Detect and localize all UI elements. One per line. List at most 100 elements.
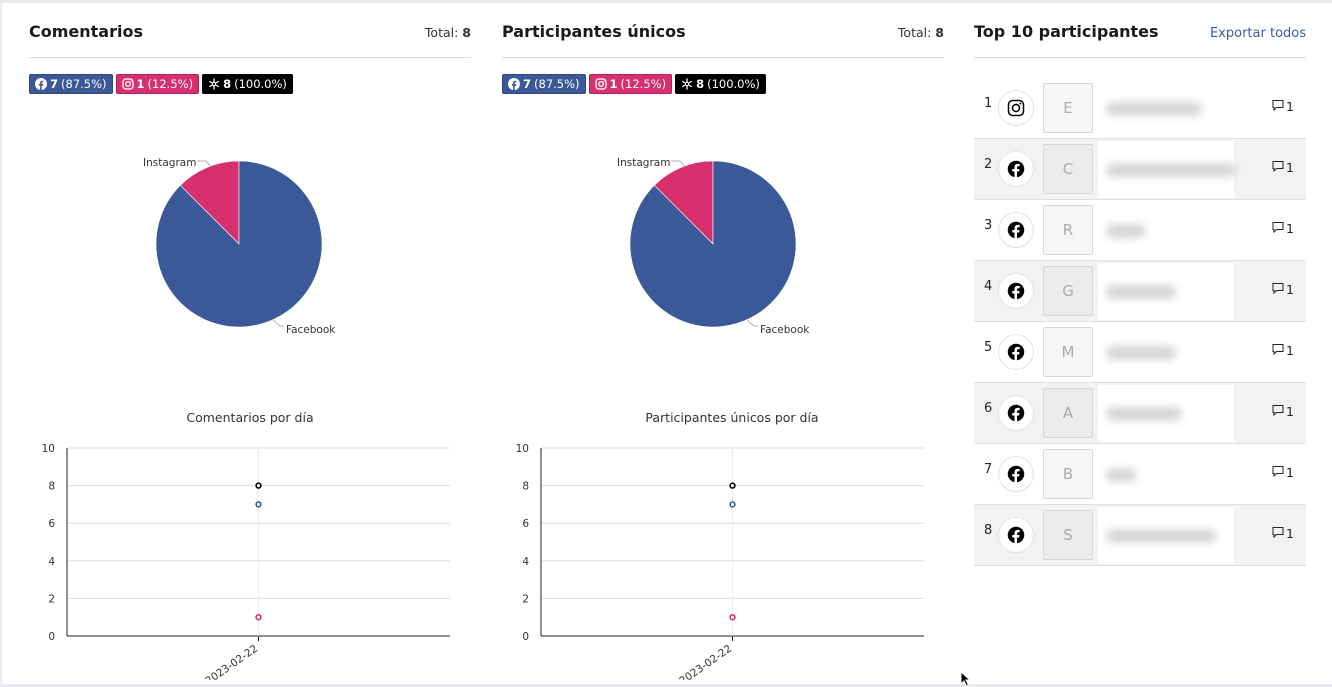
pie-label-instagram: Instagram [617, 157, 671, 169]
comment-count-value: 1 [1286, 221, 1294, 236]
panel-title: Comentarios [29, 22, 143, 41]
comment-icon [1272, 465, 1284, 480]
rank-number: 7 [984, 462, 993, 477]
pie-label-facebook: Facebook [760, 324, 810, 336]
y-tick-label: 10 [516, 443, 529, 455]
avatar[interactable]: S [1043, 510, 1093, 560]
rank-number: 5 [984, 340, 993, 355]
x-tick-label: 2023-02-22 [203, 643, 260, 680]
facebook-icon [998, 517, 1034, 553]
participant-name-redacted [1098, 446, 1234, 503]
avatar[interactable]: R [1043, 205, 1093, 255]
instagram-icon [998, 90, 1034, 126]
participants-list: 1 E 1 2 C 1 3 R 1 4 G 1 5 M 1 6 A 1 7 B 1 8 S 1 [974, 78, 1306, 566]
participant-name-redacted [1098, 141, 1236, 198]
total-label: Total: [897, 25, 932, 40]
instagram-icon [594, 78, 607, 90]
avatar[interactable]: C [1043, 144, 1093, 194]
facebook-icon [998, 456, 1034, 492]
participant-row[interactable]: 7 B 1 [974, 444, 1306, 505]
unique-participants-panel: Participantes únicos Total: 8 7 (87.5%) 1… [502, 22, 944, 94]
y-tick-label: 6 [48, 518, 55, 530]
instagram-badge[interactable]: 1 (12.5%) [588, 74, 673, 94]
facebook-badge[interactable]: 7 (87.5%) [502, 74, 586, 94]
rank-number: 3 [984, 218, 993, 233]
rank-number: 6 [984, 401, 993, 416]
instagram-icon [121, 78, 134, 90]
participant-name-redacted [1098, 202, 1234, 259]
badge-count: 7 [50, 77, 59, 91]
participant-row[interactable]: 2 C 1 [974, 139, 1306, 200]
data-point[interactable] [255, 501, 262, 508]
avatar[interactable]: B [1043, 449, 1093, 499]
line-chart-svg: 0 2 4 6 8 10 2023-02-22 [42, 443, 450, 680]
badge-count: 7 [523, 77, 532, 91]
facebook-icon [35, 78, 47, 90]
data-point[interactable] [255, 614, 262, 621]
badge-count: 1 [609, 77, 618, 91]
data-point[interactable] [729, 482, 736, 489]
all-networks-icon [208, 78, 220, 90]
badge-percent: (87.5%) [534, 77, 580, 91]
participant-name-redacted [1098, 80, 1234, 137]
facebook-badge[interactable]: 7 (87.5%) [29, 74, 113, 94]
comment-count-value: 1 [1286, 404, 1294, 419]
y-tick-label: 8 [522, 481, 529, 493]
participant-row[interactable]: 3 R 1 [974, 200, 1306, 261]
participant-row[interactable]: 1 E 1 [974, 78, 1306, 139]
data-point[interactable] [255, 482, 262, 489]
data-point[interactable] [729, 501, 736, 508]
total-badge[interactable]: 8 (100.0%) [202, 74, 293, 94]
comment-icon [1272, 404, 1284, 419]
comment-icon [1272, 99, 1284, 114]
line-chart-title: Comentarios por día [186, 410, 314, 425]
y-tick-label: 6 [522, 518, 529, 530]
rank-number: 1 [984, 96, 993, 111]
participant-name-redacted [1098, 263, 1234, 320]
comment-icon [1272, 221, 1284, 236]
line-chart-title: Participantes únicos por día [645, 410, 819, 425]
comment-icon [1272, 282, 1284, 297]
comment-count: 1 [1272, 526, 1294, 541]
avatar[interactable]: E [1043, 83, 1093, 133]
comment-icon [1272, 343, 1284, 358]
badge-percent: (87.5%) [61, 77, 107, 91]
comment-count: 1 [1272, 221, 1294, 236]
avatar[interactable]: G [1043, 266, 1093, 316]
data-point[interactable] [729, 614, 736, 621]
panel-title: Participantes únicos [502, 22, 686, 41]
export-all-link[interactable]: Exportar todos [1209, 26, 1306, 41]
participant-row[interactable]: 5 M 1 [974, 322, 1306, 383]
badge-percent: (12.5%) [147, 77, 194, 91]
participant-row[interactable]: 8 S 1 [974, 505, 1306, 566]
participant-name-redacted [1098, 507, 1234, 564]
comment-icon [1272, 160, 1284, 175]
comment-count: 1 [1272, 160, 1294, 175]
panel-header: Comentarios Total: 8 [29, 22, 471, 58]
badge-percent: (100.0%) [707, 77, 760, 91]
panel-header: Participantes únicos Total: 8 [502, 22, 944, 58]
rank-number: 2 [984, 157, 993, 172]
rank-number: 4 [984, 279, 993, 294]
comment-count-value: 1 [1286, 282, 1294, 297]
participant-row[interactable]: 4 G 1 [974, 261, 1306, 322]
y-tick-label: 0 [522, 631, 529, 643]
x-tick-label: 2023-02-22 [677, 643, 734, 680]
y-tick-label: 8 [48, 481, 55, 493]
participant-name-redacted [1098, 324, 1234, 381]
y-tick-label: 4 [522, 556, 529, 568]
avatar[interactable]: A [1043, 388, 1093, 438]
participant-name-redacted [1098, 385, 1234, 442]
avatar[interactable]: M [1043, 327, 1093, 377]
total-badge[interactable]: 8 (100.0%) [675, 74, 766, 94]
instagram-badge[interactable]: 1 (12.5%) [115, 74, 200, 94]
comment-count-value: 1 [1286, 343, 1294, 358]
badge-count: 8 [223, 77, 232, 91]
panel-total: Total: 8 [898, 25, 944, 40]
y-tick-label: 2 [48, 593, 55, 605]
participant-row[interactable]: 6 A 1 [974, 383, 1306, 444]
panel-total: Total: 8 [425, 25, 471, 40]
y-tick-label: 2 [522, 593, 529, 605]
facebook-icon [998, 151, 1034, 187]
total-label: Total: [424, 25, 459, 40]
